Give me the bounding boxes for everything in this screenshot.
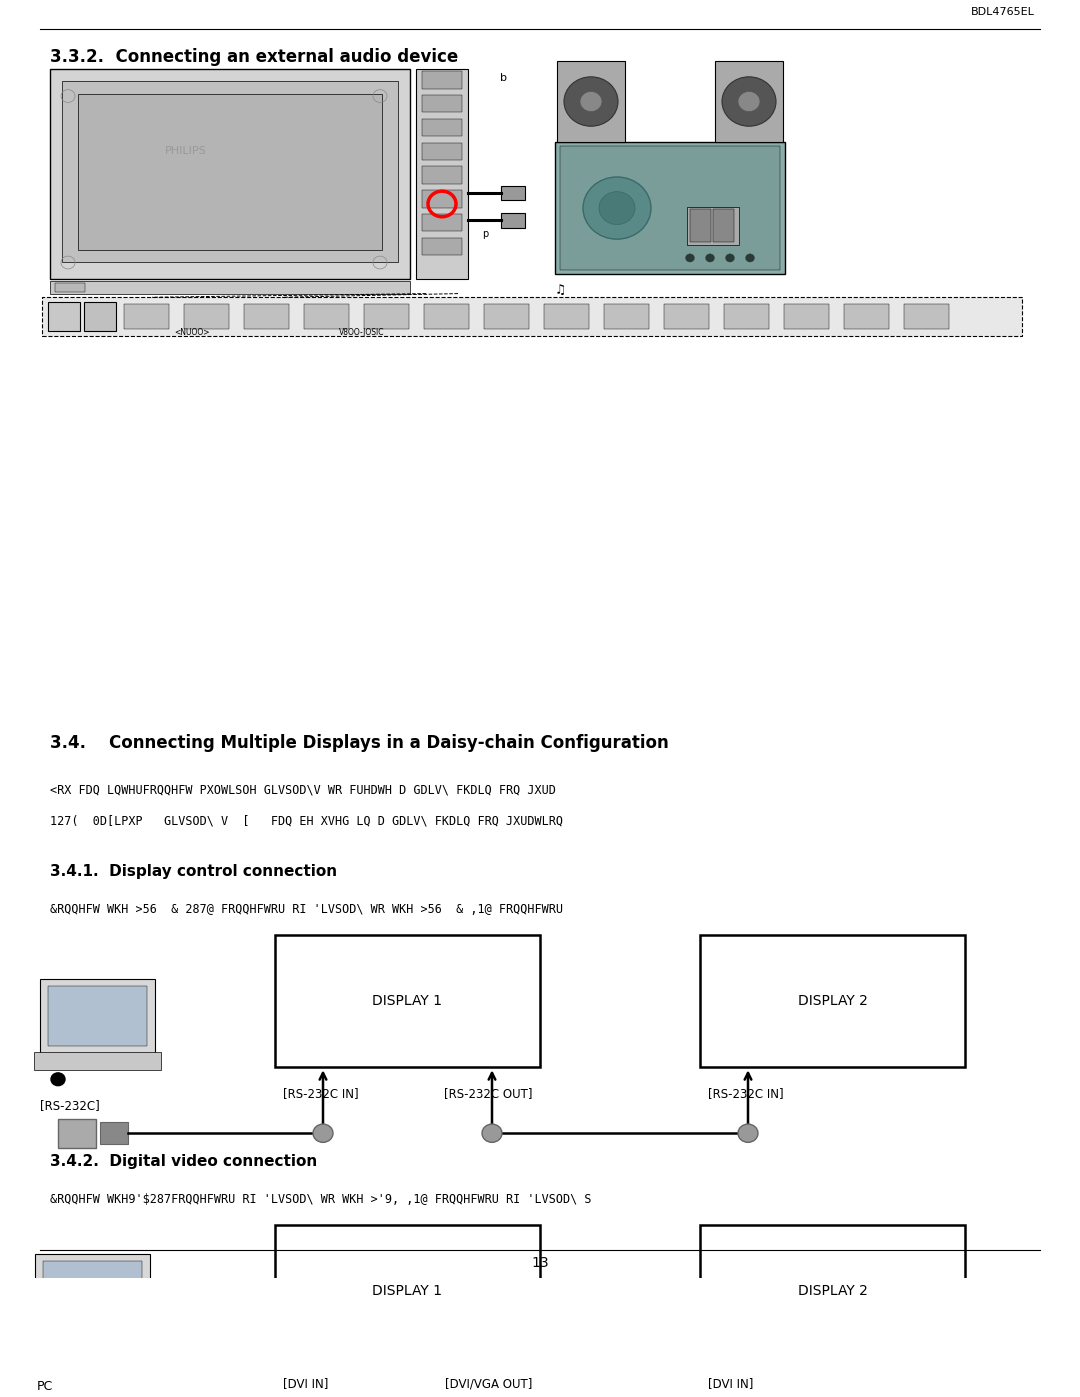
Bar	[100, 1122, 129, 1144]
Bar	[58, 1119, 96, 1148]
Text: [DVI IN]: [DVI IN]	[283, 1377, 328, 1390]
Circle shape	[686, 254, 694, 263]
Bar	[664, 303, 708, 330]
Text: &RQQHFW WKH >56  & 287@ FRQQHFWRU RI 'LVSOD\ WR WKH >56  & ,1@ FRQQHFWRU: &RQQHFW WKH >56 & 287@ FRQQHFWRU RI 'LVS…	[50, 902, 563, 916]
Bar	[544, 303, 589, 330]
Text: 3.4.    Connecting Multiple Displays in a Daisy-chain Configuration: 3.4. Connecting Multiple Displays in a D…	[50, 733, 669, 752]
Circle shape	[705, 254, 715, 263]
Bar	[555, 141, 785, 274]
Circle shape	[723, 77, 777, 126]
Text: DISPLAY 2: DISPLAY 2	[797, 1284, 867, 1298]
Bar	[48, 302, 80, 331]
Circle shape	[482, 1125, 502, 1143]
Bar	[422, 142, 462, 161]
Bar	[124, 303, 168, 330]
Bar	[422, 237, 462, 256]
Text: V8OO-JOSIC: V8OO-JOSIC	[339, 328, 384, 337]
Bar	[48, 986, 147, 1046]
Bar	[424, 303, 469, 330]
Bar	[364, 303, 409, 330]
Bar	[843, 303, 889, 330]
Circle shape	[313, 1125, 333, 1143]
Bar	[724, 303, 769, 330]
Bar	[715, 61, 783, 141]
Circle shape	[583, 177, 651, 239]
Bar	[78, 94, 382, 250]
Text: [DVI/VGA OUT]: [DVI/VGA OUT]	[445, 1377, 532, 1390]
Text: [DVI IN]: [DVI IN]	[708, 1377, 754, 1390]
Circle shape	[580, 91, 602, 112]
Text: ♫: ♫	[555, 284, 566, 296]
Bar	[275, 1225, 540, 1358]
Circle shape	[738, 1125, 758, 1143]
Bar	[690, 210, 711, 242]
Bar	[561, 147, 780, 270]
Text: BDL4765EL: BDL4765EL	[971, 7, 1035, 17]
Bar	[604, 303, 649, 330]
Text: b: b	[500, 73, 507, 84]
Text: 127(  0D[LPXP   GLVSOD\ V  [   FDQ EH XVHG LQ D GDLV\ FKDLQ FRQ JXUDWLRQ: 127( 0D[LPXP GLVSOD\ V [ FDQ EH XVHG LQ …	[50, 814, 563, 827]
Bar	[422, 190, 462, 208]
Bar	[62, 81, 399, 263]
Bar	[422, 95, 462, 113]
Bar	[184, 303, 229, 330]
Text: DISPLAY 2: DISPLAY 2	[797, 995, 867, 1009]
Bar	[784, 303, 829, 330]
Bar	[557, 61, 625, 141]
Text: 3.4.1.  Display control connection: 3.4.1. Display control connection	[50, 865, 337, 879]
Bar	[275, 935, 540, 1067]
Text: [RS-232C IN]: [RS-232C IN]	[708, 1087, 784, 1101]
Bar	[700, 1225, 966, 1358]
Bar	[422, 119, 462, 137]
Text: [RS-232C]: [RS-232C]	[40, 1099, 99, 1112]
Bar	[244, 303, 289, 330]
Bar	[50, 68, 410, 279]
Bar	[33, 1052, 161, 1070]
Bar	[84, 302, 116, 331]
Text: DISPLAY 1: DISPLAY 1	[373, 995, 443, 1009]
Bar	[303, 303, 349, 330]
Bar	[422, 166, 462, 184]
Bar	[713, 210, 734, 242]
Circle shape	[726, 254, 734, 263]
Bar	[422, 71, 462, 89]
Circle shape	[51, 1073, 65, 1085]
Text: &RQQHFW WKH9'$287FRQQHFWRU RI 'LVSOD\ WR WKH >'9, ,1@ FRQQHFWRU RI 'LVSOD\ S: &RQQHFW WKH9'$287FRQQHFWRU RI 'LVSOD\ WR…	[50, 1193, 592, 1206]
Text: [RS-232C IN]: [RS-232C IN]	[283, 1087, 359, 1101]
Text: DISPLAY 1: DISPLAY 1	[373, 1284, 443, 1298]
Text: p: p	[482, 229, 488, 239]
Bar	[422, 214, 462, 232]
Text: 13: 13	[531, 1256, 549, 1270]
Bar	[501, 214, 525, 228]
Circle shape	[599, 191, 635, 225]
Bar	[687, 207, 739, 244]
Bar	[700, 935, 966, 1067]
Bar	[40, 979, 156, 1053]
Bar	[43, 1261, 141, 1337]
Bar	[50, 281, 410, 293]
Bar	[55, 282, 85, 292]
Bar	[29, 1341, 156, 1361]
Circle shape	[745, 254, 755, 263]
Bar	[35, 1255, 150, 1344]
Text: <RX FDQ LQWHUFRQQHFW PXOWLSOH GLVSOD\V WR FUHDWH D GDLV\ FKDLQ FRQ JXUD: <RX FDQ LQWHUFRQQHFW PXOWLSOH GLVSOD\V W…	[50, 784, 556, 796]
Bar	[484, 303, 529, 330]
Bar	[501, 186, 525, 200]
Bar	[416, 68, 468, 279]
Text: PC: PC	[37, 1380, 53, 1393]
Circle shape	[564, 77, 618, 126]
Bar	[904, 303, 949, 330]
Circle shape	[738, 91, 760, 112]
Text: [RS-232C OUT]: [RS-232C OUT]	[444, 1087, 532, 1101]
Bar	[42, 298, 1022, 335]
Text: 3.3.2.  Connecting an external audio device: 3.3.2. Connecting an external audio devi…	[50, 47, 458, 66]
Text: 3.4.2.  Digital video connection: 3.4.2. Digital video connection	[50, 1154, 318, 1169]
Text: <NUOО>: <NUOО>	[174, 328, 210, 337]
Text: PHILIPS: PHILIPS	[165, 147, 206, 156]
